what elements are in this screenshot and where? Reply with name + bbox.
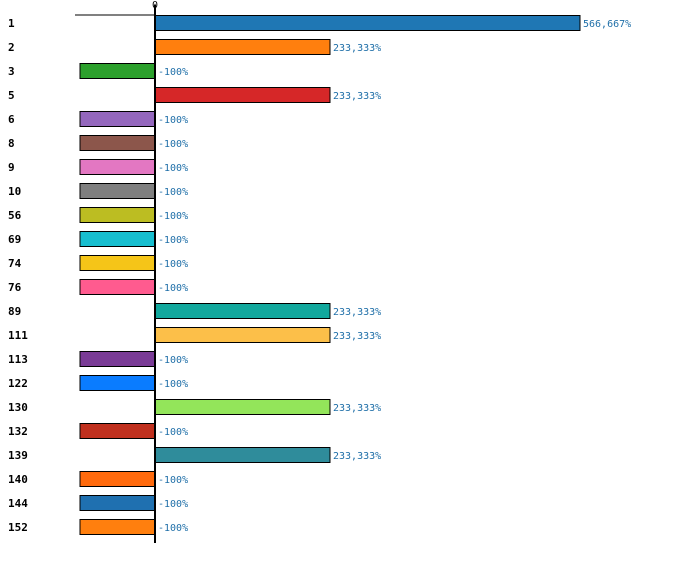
category-label-130: 130 xyxy=(8,401,28,414)
bar-144[interactable] xyxy=(79,495,156,511)
bar-89[interactable] xyxy=(154,303,331,319)
value-label-140: -100% xyxy=(158,475,188,486)
value-label-56: -100% xyxy=(158,211,188,222)
value-label-74: -100% xyxy=(158,259,188,270)
category-label-1: 1 xyxy=(8,17,15,30)
category-label-139: 139 xyxy=(8,449,28,462)
bar-10[interactable] xyxy=(79,183,156,199)
category-label-76: 76 xyxy=(8,281,22,294)
value-label-113: -100% xyxy=(158,355,188,366)
value-label-6: -100% xyxy=(158,115,188,126)
category-label-5: 5 xyxy=(8,89,15,102)
bar-2[interactable] xyxy=(154,39,331,55)
bar-132[interactable] xyxy=(79,423,156,439)
bar-111[interactable] xyxy=(154,327,331,343)
bar-3[interactable] xyxy=(79,63,156,79)
category-label-2: 2 xyxy=(8,41,15,54)
value-label-130: 233,333% xyxy=(333,403,381,414)
category-label-122: 122 xyxy=(8,377,28,390)
value-label-152: -100% xyxy=(158,523,188,534)
category-label-56: 56 xyxy=(8,209,22,222)
bar-152[interactable] xyxy=(79,519,156,535)
value-label-76: -100% xyxy=(158,283,188,294)
value-label-5: 233,333% xyxy=(333,91,381,102)
category-label-3: 3 xyxy=(8,65,15,78)
category-label-111: 111 xyxy=(8,329,28,342)
value-label-8: -100% xyxy=(158,139,188,150)
value-label-2: 233,333% xyxy=(333,43,381,54)
axes: 0 xyxy=(75,0,158,16)
category-label-132: 132 xyxy=(8,425,28,438)
value-label-3: -100% xyxy=(158,67,188,78)
category-label-6: 6 xyxy=(8,113,15,126)
category-label-152: 152 xyxy=(8,521,28,534)
value-label-144: -100% xyxy=(158,499,188,510)
bar-113[interactable] xyxy=(79,351,156,367)
bar-6[interactable] xyxy=(79,111,156,127)
category-label-9: 9 xyxy=(8,161,15,174)
category-label-69: 69 xyxy=(8,233,21,246)
bar-76[interactable] xyxy=(79,279,156,295)
bar-8[interactable] xyxy=(79,135,156,151)
value-label-89: 233,333% xyxy=(333,307,381,318)
value-label-111: 233,333% xyxy=(333,331,381,342)
value-label-9: -100% xyxy=(158,163,188,174)
bar-130[interactable] xyxy=(154,399,331,415)
category-label-89: 89 xyxy=(8,305,21,318)
bar-122[interactable] xyxy=(79,375,156,391)
value-label-139: 233,333% xyxy=(333,451,381,462)
value-label-1: 566,667% xyxy=(583,19,631,30)
bar-140[interactable] xyxy=(79,471,156,487)
bar-69[interactable] xyxy=(79,231,156,247)
bar-74[interactable] xyxy=(79,255,156,271)
bar-139[interactable] xyxy=(154,447,331,463)
bar-5[interactable] xyxy=(154,87,331,103)
category-label-8: 8 xyxy=(8,137,15,150)
category-label-140: 140 xyxy=(8,473,28,486)
value-label-69: -100% xyxy=(158,235,188,246)
bar-56[interactable] xyxy=(79,207,156,223)
category-label-74: 74 xyxy=(8,257,22,270)
bar-1[interactable] xyxy=(154,15,581,31)
category-label-144: 144 xyxy=(8,497,28,510)
value-label-132: -100% xyxy=(158,427,188,438)
bar-9[interactable] xyxy=(79,159,156,175)
value-label-122: -100% xyxy=(158,379,188,390)
category-label-10: 10 xyxy=(8,185,21,198)
labels-group: 1 566,667% 2 233,333% 3 -100% 5 233,333% 6 -100% 8… xyxy=(8,17,631,534)
category-label-113: 113 xyxy=(8,353,28,366)
bars-group xyxy=(79,15,581,535)
value-label-10: -100% xyxy=(158,187,188,198)
